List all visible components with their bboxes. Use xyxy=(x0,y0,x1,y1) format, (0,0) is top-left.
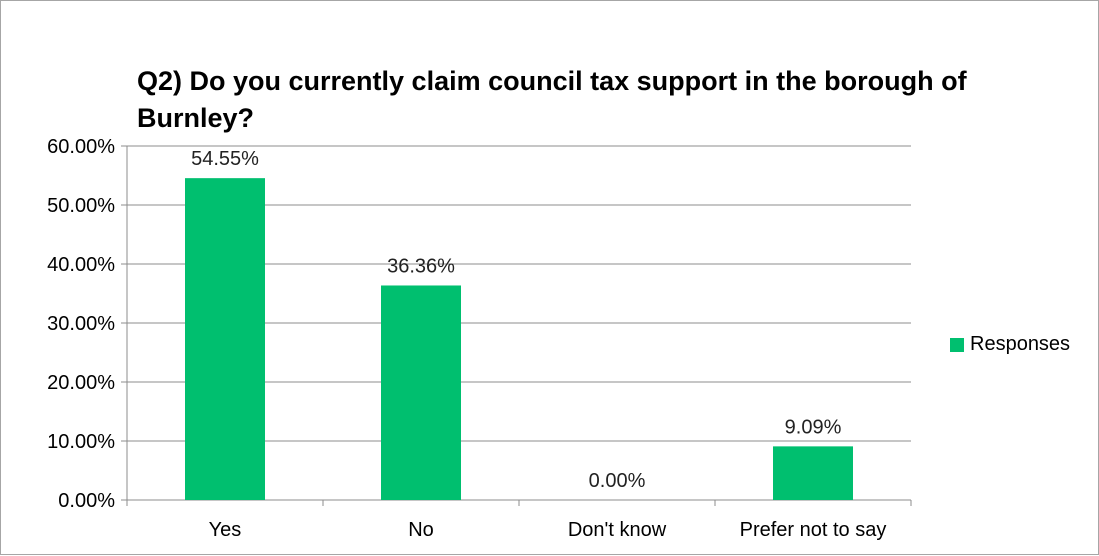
x-tick-label: Prefer not to say xyxy=(740,519,887,541)
x-tick-label: No xyxy=(408,519,434,541)
legend: Responses xyxy=(950,333,1070,356)
data-label: 54.55% xyxy=(191,148,259,170)
data-label: 0.00% xyxy=(589,470,646,492)
x-tick-label: Yes xyxy=(209,519,242,541)
y-tick-label: 30.00% xyxy=(47,313,115,335)
y-tick-label: 60.00% xyxy=(47,136,115,158)
chart-title: Q2) Do you currently claim council tax s… xyxy=(137,66,967,133)
legend-swatch xyxy=(950,337,964,352)
x-tick-label: Don't know xyxy=(568,519,667,541)
bar xyxy=(185,178,265,500)
y-tick-label: 20.00% xyxy=(47,372,115,394)
y-tick-label: 0.00% xyxy=(58,490,115,512)
y-tick-label: 50.00% xyxy=(47,195,115,217)
legend-label: Responses xyxy=(970,333,1071,355)
data-label: 9.09% xyxy=(785,416,842,438)
y-tick-label: 40.00% xyxy=(47,254,115,276)
bar xyxy=(773,446,853,500)
data-label: 36.36% xyxy=(387,255,455,277)
y-tick-label: 10.00% xyxy=(47,431,115,453)
bar xyxy=(381,285,461,500)
